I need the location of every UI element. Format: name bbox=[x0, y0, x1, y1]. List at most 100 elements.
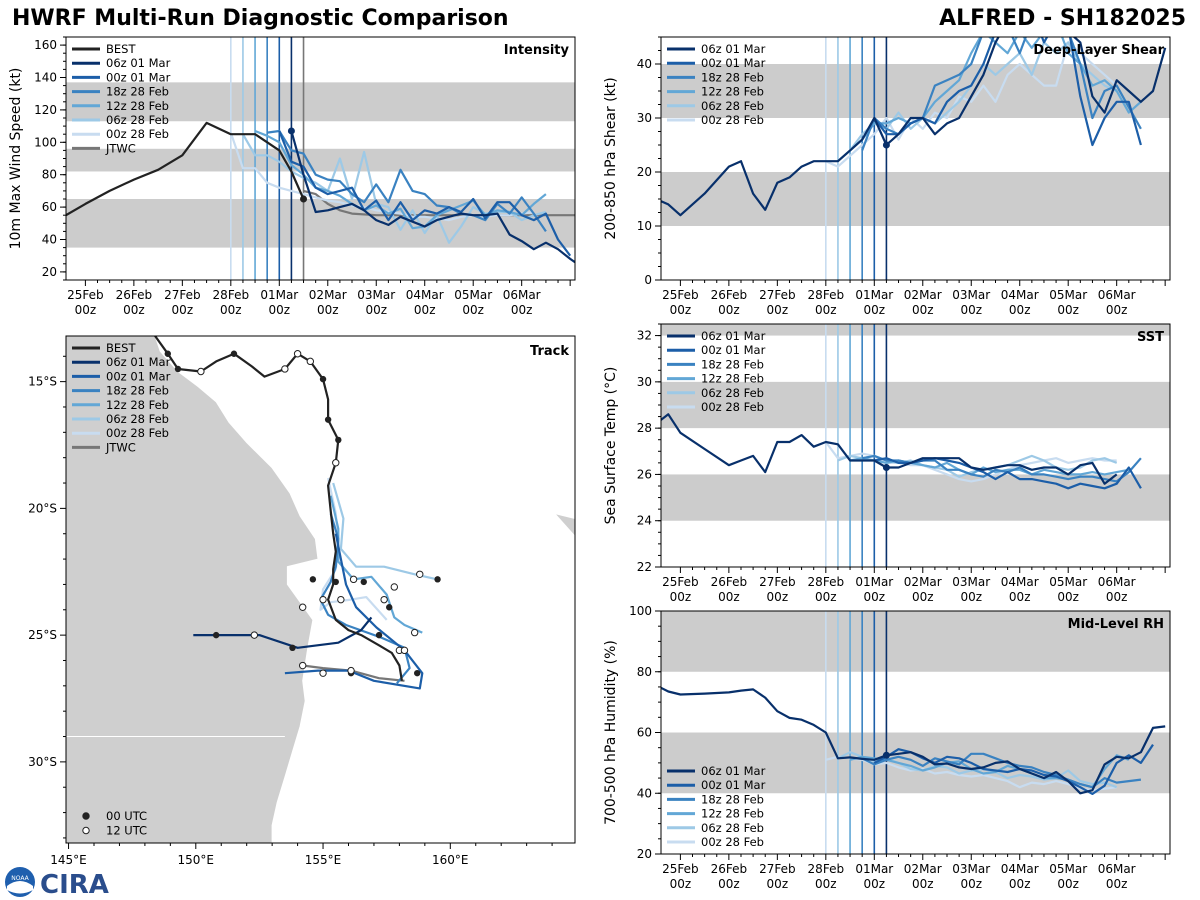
rh-chart: 25Feb00z26Feb00z27Feb00z28Feb00z01Mar00z… bbox=[603, 604, 1171, 891]
shear-xtick-label: 28Feb bbox=[808, 288, 845, 302]
sst-xtick-label: 01Mar bbox=[855, 575, 893, 589]
rh-ytick-label: 20 bbox=[637, 847, 652, 861]
intensity-ytick-label: 80 bbox=[42, 168, 57, 182]
track-marker-12utc bbox=[410, 628, 419, 637]
track-marker-12utc bbox=[400, 646, 409, 655]
rh-legend-label: 00z 28 Feb bbox=[701, 835, 764, 849]
noaa-wave-icon bbox=[7, 881, 33, 894]
track-marker-00utc bbox=[164, 350, 171, 357]
rh-series-00z-01-mar bbox=[873, 743, 1154, 796]
intensity-xtick-label: 26Feb bbox=[116, 288, 153, 302]
sst-legend-label: 12z 28 Feb bbox=[701, 372, 764, 386]
rh-xtick-label: 02Mar bbox=[904, 862, 942, 876]
track-ytick-label: 20°S bbox=[28, 501, 57, 515]
shear-band-0 bbox=[661, 172, 1170, 226]
intensity-xtick-label: 00z bbox=[365, 303, 387, 317]
track-legend-label: JTWC bbox=[105, 440, 136, 454]
track-marker-00utc bbox=[434, 576, 441, 583]
intensity-ytick-label: 100 bbox=[34, 135, 57, 149]
shear-ytick-label: 10 bbox=[637, 219, 652, 233]
sst-ytick-label: 30 bbox=[637, 375, 652, 389]
shear-xtick-label: 00z bbox=[718, 303, 740, 317]
sst-xtick-label: 00z bbox=[912, 590, 934, 604]
track-legend-label: 18z 28 Feb bbox=[106, 384, 169, 398]
shear-plot-area bbox=[661, 37, 1170, 280]
intensity-xtick-label: 00z bbox=[220, 303, 242, 317]
track-marker-12utc bbox=[337, 595, 345, 604]
rh-band-1 bbox=[661, 611, 1170, 672]
track-marker-12utc bbox=[390, 583, 399, 591]
rh-xtick-label: 00z bbox=[1057, 877, 1079, 891]
intensity-series-best bbox=[66, 121, 305, 217]
sst-xtick-label: 00z bbox=[864, 590, 886, 604]
track-marker-00utc bbox=[386, 604, 393, 611]
shear-ytick-label: 20 bbox=[637, 165, 652, 179]
shear-xtick-label: 26Feb bbox=[711, 288, 748, 302]
storm-title: ALFRED - SH182025 bbox=[939, 6, 1186, 31]
shear-ytick-label: 40 bbox=[637, 57, 652, 71]
sst-xtick-label: 00z bbox=[815, 590, 837, 604]
sst-legend-label: 00z 28 Feb bbox=[701, 400, 764, 414]
intensity-ytick-label: 160 bbox=[34, 38, 57, 52]
rh-xtick-label: 00z bbox=[864, 877, 886, 891]
intensity-legend-label: 00z 28 Feb bbox=[106, 127, 169, 141]
track-marker-legend-swatch bbox=[82, 812, 90, 820]
shear-xtick-label: 00z bbox=[767, 303, 789, 317]
sst-plot-area bbox=[661, 324, 1170, 567]
rh-xtick-label: 06Mar bbox=[1098, 862, 1136, 876]
shear-xtick-label: 00z bbox=[815, 303, 837, 317]
rh-xtick-label: 04Mar bbox=[1001, 862, 1039, 876]
track-ytick-label: 30°S bbox=[28, 755, 57, 769]
track-marker-00utc bbox=[230, 350, 238, 357]
intensity-init-point bbox=[287, 127, 295, 135]
track-marker-12utc bbox=[332, 459, 340, 467]
track-chart: 145°E 150°E 155°E 160°E 15°S 20°S 25°S 30°S Trac… bbox=[28, 335, 576, 867]
rh-xtick-label: 00z bbox=[912, 877, 934, 891]
intensity-xtick-label: 00z bbox=[511, 303, 533, 317]
intensity-xtick-label: 00z bbox=[75, 303, 97, 317]
track-frame bbox=[65, 335, 576, 844]
intensity-legend-label: 06z 01 Mar bbox=[106, 56, 171, 70]
shear-legend-label: 18z 28 Feb bbox=[701, 70, 764, 84]
sst-xtick-label: 00z bbox=[718, 590, 740, 604]
cira-logo-text: CIRA bbox=[40, 870, 109, 898]
intensity-xtick-label: 25Feb bbox=[67, 288, 104, 302]
sst-xtick-label: 00z bbox=[767, 590, 789, 604]
track-marker-12utc bbox=[347, 666, 355, 675]
track-marker-legend-swatch bbox=[82, 826, 90, 835]
track-marker-12utc bbox=[197, 367, 205, 376]
intensity-legend-label: 00z 01 Mar bbox=[106, 70, 171, 84]
rh-ytick-label: 100 bbox=[629, 604, 652, 618]
rh-xtick-label: 00z bbox=[815, 877, 837, 891]
track-plot-area bbox=[66, 336, 575, 843]
intensity-series-06z-01-mar bbox=[290, 130, 575, 264]
shear-xtick-label: 01Mar bbox=[855, 288, 893, 302]
sst-legend-label: 06z 28 Feb bbox=[701, 386, 764, 400]
noaa-logo-text: NOAA bbox=[11, 875, 29, 882]
rh-xtick-label: 28Feb bbox=[808, 862, 845, 876]
intensity-xtick-label: 00z bbox=[123, 303, 145, 317]
shear-ytick-label: 0 bbox=[644, 273, 652, 287]
intensity-xtick-label: 06Mar bbox=[503, 288, 541, 302]
track-panel-title: Track bbox=[530, 344, 569, 359]
intensity-legend-label: JTWC bbox=[105, 141, 136, 155]
rh-plot-area bbox=[661, 611, 1170, 854]
track-marker-12utc bbox=[293, 350, 302, 358]
sst-legend-label: 06z 01 Mar bbox=[701, 329, 766, 343]
track-marker-00utc bbox=[335, 436, 342, 444]
intensity-xtick-label: 27Feb bbox=[164, 288, 201, 302]
intensity-xtick-label: 04Mar bbox=[406, 288, 444, 302]
track-ytick-label: 15°S bbox=[28, 375, 57, 389]
track-legend-label: 06z 01 Mar bbox=[106, 355, 171, 369]
shear-legend-label: 06z 01 Mar bbox=[701, 42, 766, 56]
intensity-xtick-label: 05Mar bbox=[454, 288, 492, 302]
rh-legend-label: 06z 01 Mar bbox=[701, 764, 766, 778]
shear-chart: 25Feb00z26Feb00z27Feb00z28Feb00z01Mar00z… bbox=[603, 36, 1171, 317]
intensity-series-18z-28-feb bbox=[267, 129, 547, 233]
rh-xtick-label: 00z bbox=[767, 877, 789, 891]
sst-xtick-label: 00z bbox=[1106, 590, 1128, 604]
track-marker-12utc bbox=[319, 595, 327, 604]
sst-ytick-label: 26 bbox=[637, 467, 652, 481]
rh-xtick-label: 00z bbox=[960, 877, 982, 891]
sst-xtick-label: 27Feb bbox=[759, 575, 796, 589]
